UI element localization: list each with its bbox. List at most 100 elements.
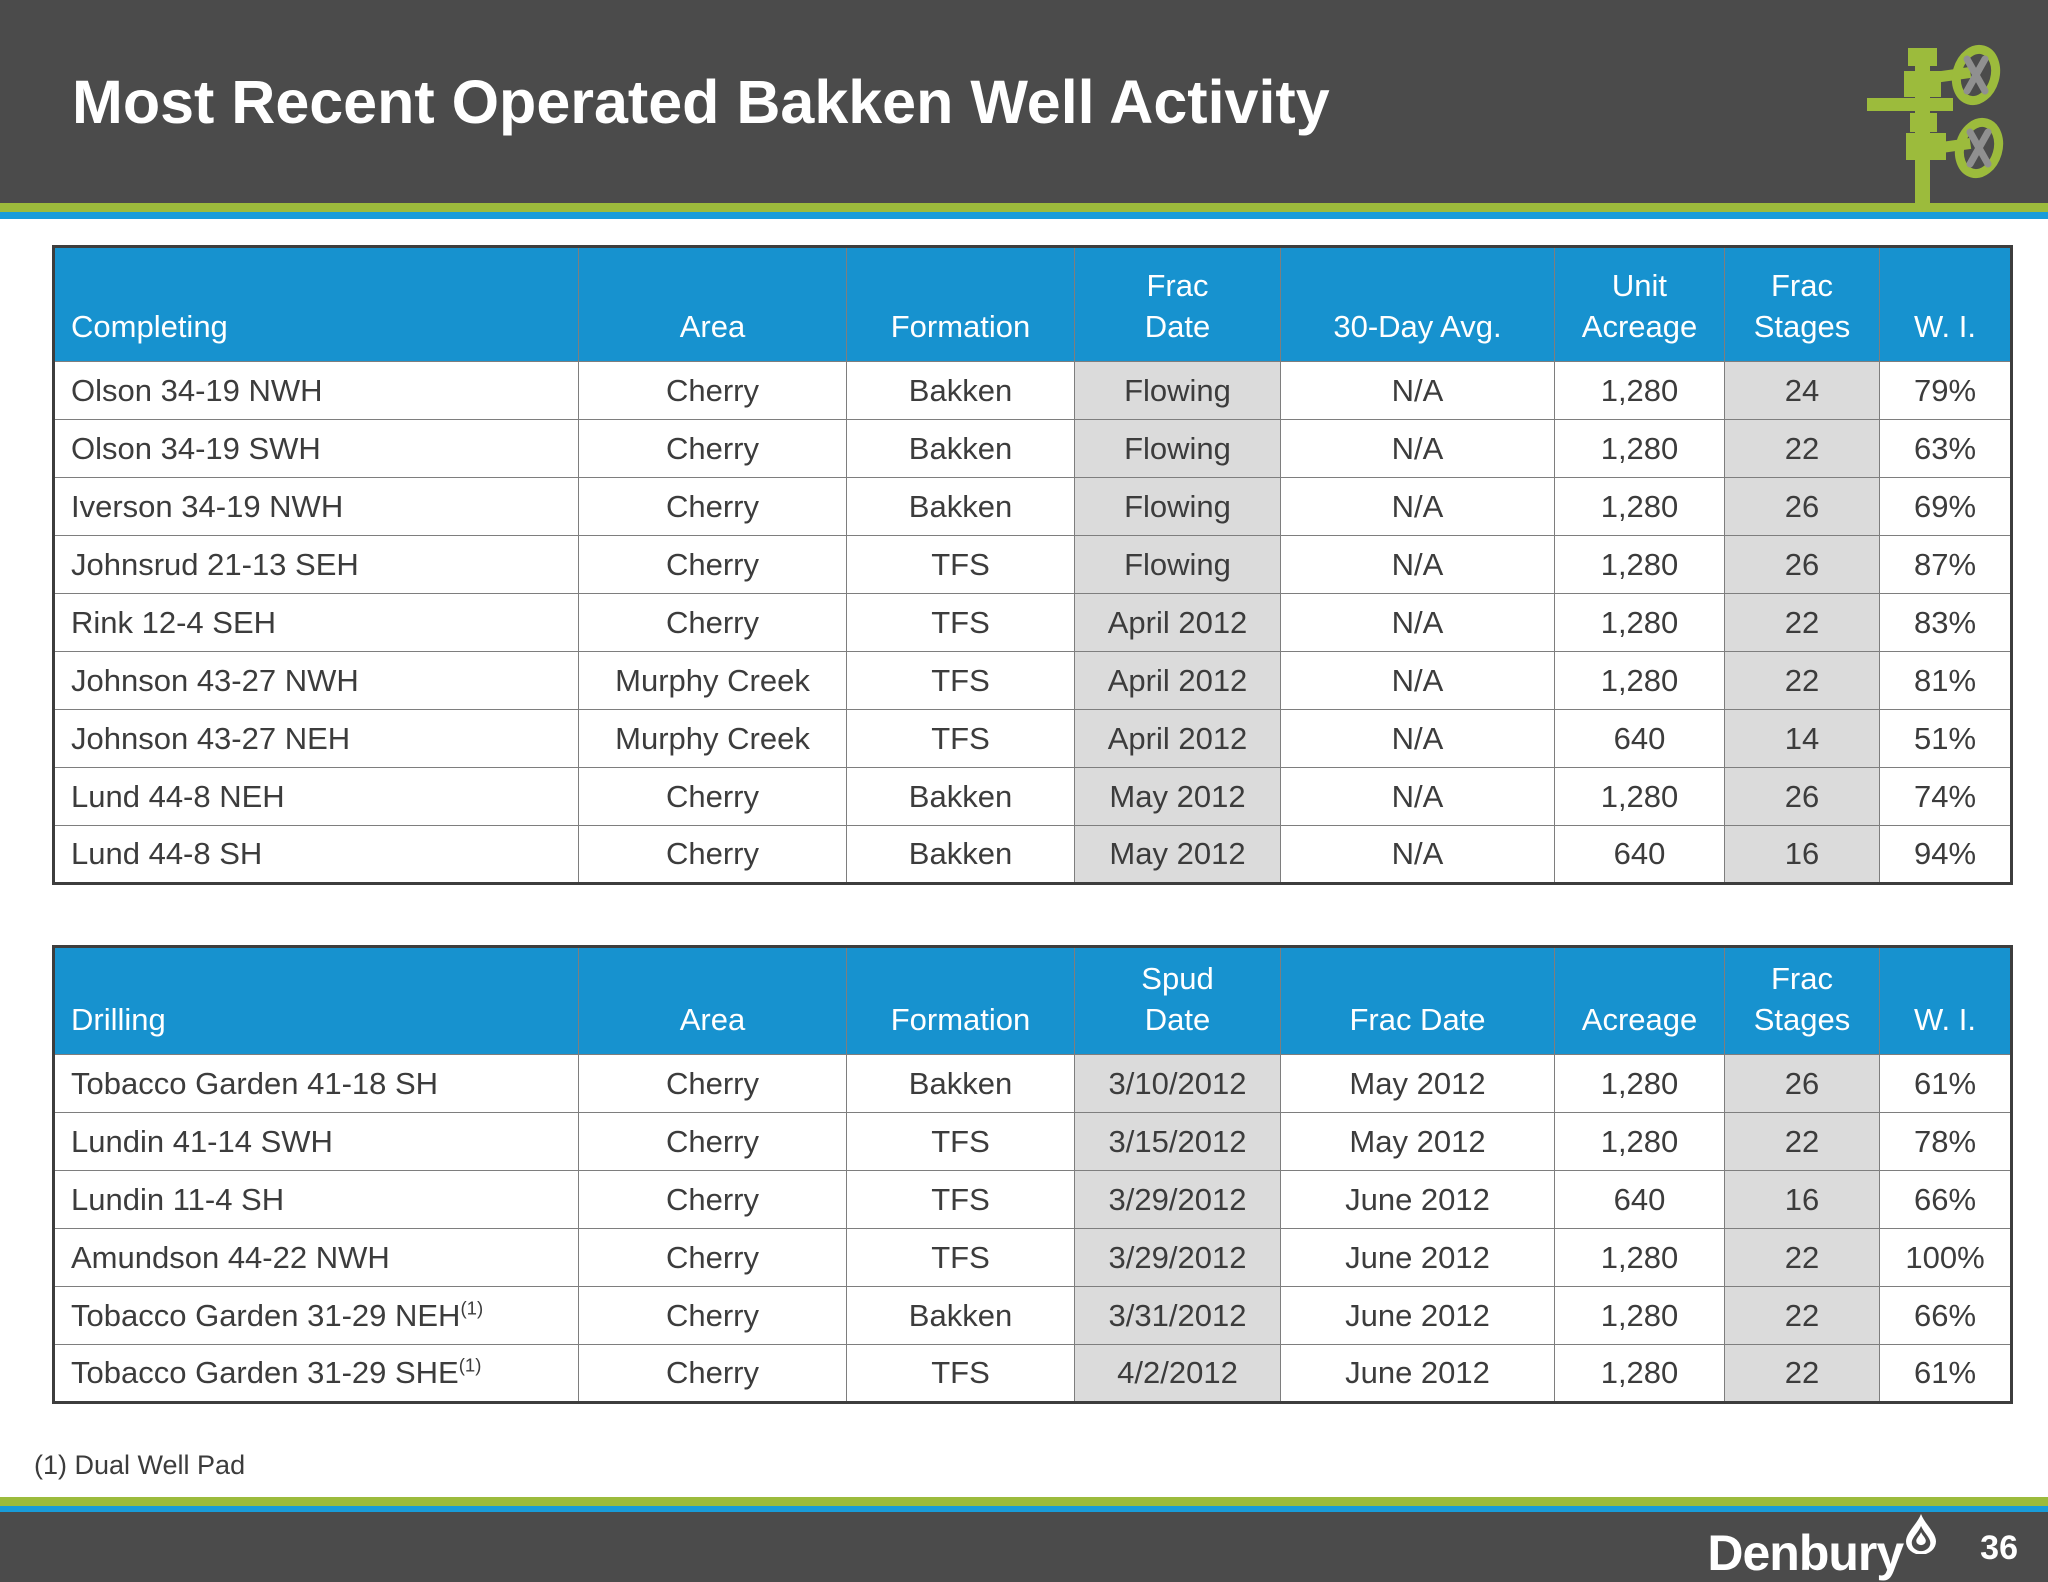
wellhead-valve-icon [1862,2,2012,208]
spud-date: 3/31/2012 [1074,1286,1281,1345]
table-row: Lund 44-8 SH Cherry Bakken May 2012 N/A 640 16… [53,825,2012,884]
table-row: Johnsrud 21-13 SEH Cherry TFS Flowing N/A 1,2… [53,535,2012,594]
area: Cherry [578,767,847,826]
working-interest: 94% [1879,825,2012,884]
30-day-avg: N/A [1280,361,1555,420]
frac-date: May 2012 [1074,825,1281,884]
frac-stages: 26 [1724,477,1880,536]
spud-date: 4/2/2012 [1074,1344,1281,1403]
well-name: Johnson 43-27 NWH [53,651,579,710]
well-name: Johnson 43-27 NEH [53,709,579,768]
frac-stages: 26 [1724,535,1880,594]
well-name: Lund 44-8 NEH [53,767,579,826]
area: Cherry [578,361,847,420]
unit-acreage: 640 [1554,825,1725,884]
formation: TFS [846,1344,1075,1403]
area: Murphy Creek [578,709,847,768]
frac-date: June 2012 [1280,1286,1555,1345]
col-header-frac-stages: Frac Stages [1724,946,1880,1055]
area: Cherry [578,1054,847,1113]
area: Cherry [578,477,847,536]
30-day-avg: N/A [1280,651,1555,710]
table-row: Olson 34-19 NWH Cherry Bakken Flowing N/A 1,2… [53,361,2012,420]
unit-acreage: 1,280 [1554,419,1725,478]
formation: TFS [846,709,1075,768]
frac-date: Flowing [1074,419,1281,478]
drilling-wells-table: Drilling Area Formation Spud Date Frac D… [52,945,2013,1404]
formation: Bakken [846,419,1075,478]
formation: Bakken [846,767,1075,826]
formation: TFS [846,535,1075,594]
frac-date: Flowing [1074,535,1281,594]
30-day-avg: N/A [1280,593,1555,652]
frac-date: Flowing [1074,361,1281,420]
well-name: Johnsrud 21-13 SEH [53,535,579,594]
frac-date: June 2012 [1280,1344,1555,1403]
spud-date: 3/29/2012 [1074,1170,1281,1229]
title-bar: Most Recent Operated Bakken Well Activit… [0,0,2048,203]
col-header-spud-date: Spud Date [1074,946,1281,1055]
formation: Bakken [846,361,1075,420]
frac-stages: 22 [1724,1286,1880,1345]
spud-date: 3/15/2012 [1074,1112,1281,1171]
acreage: 640 [1554,1170,1725,1229]
working-interest: 79% [1879,361,2012,420]
well-name: Tobacco Garden 41-18 SH [53,1054,579,1113]
col-header-area: Area [578,246,847,362]
table-row: Tobacco Garden 31-29 NEH(1) Cherry Bakken 3… [53,1286,2012,1345]
well-name: Lund 44-8 SH [53,825,579,884]
frac-date: May 2012 [1280,1112,1555,1171]
footnote-marker: (1) [460,1297,484,1319]
working-interest: 61% [1879,1054,2012,1113]
area: Cherry [578,535,847,594]
table-row: Tobacco Garden 31-29 SHE(1) Cherry TFS 4/2/… [53,1344,2012,1403]
formation: TFS [846,1228,1075,1287]
frac-date: May 2012 [1074,767,1281,826]
area: Cherry [578,1344,847,1403]
30-day-avg: N/A [1280,535,1555,594]
col-header-30-day-avg: 30-Day Avg. [1280,246,1555,362]
frac-stages: 22 [1724,1344,1880,1403]
frac-date: May 2012 [1280,1054,1555,1113]
area: Cherry [578,825,847,884]
table-row: Lundin 11-4 SH Cherry TFS 3/29/2012 June 201… [53,1170,2012,1229]
unit-acreage: 1,280 [1554,361,1725,420]
acreage: 1,280 [1554,1112,1725,1171]
unit-acreage: 1,280 [1554,535,1725,594]
table-row: Johnson 43-27 NEH Murphy Creek TFS April 20… [53,709,2012,768]
denbury-droplet-icon [1906,1514,1937,1560]
frac-stages: 24 [1724,361,1880,420]
frac-stages: 22 [1724,1228,1880,1287]
footnote-marker: (1) [458,1354,482,1376]
30-day-avg: N/A [1280,709,1555,768]
unit-acreage: 1,280 [1554,477,1725,536]
area: Cherry [578,1112,847,1171]
working-interest: 69% [1879,477,2012,536]
well-name: Olson 34-19 NWH [53,361,579,420]
well-name: Lundin 11-4 SH [53,1170,579,1229]
table-row: Lundin 41-14 SWH Cherry TFS 3/15/2012 May 20… [53,1112,2012,1171]
well-name: Olson 34-19 SWH [53,419,579,478]
30-day-avg: N/A [1280,419,1555,478]
acreage: 1,280 [1554,1228,1725,1287]
working-interest: 81% [1879,651,2012,710]
30-day-avg: N/A [1280,767,1555,826]
unit-acreage: 1,280 [1554,593,1725,652]
formation: TFS [846,1170,1075,1229]
acreage: 1,280 [1554,1054,1725,1113]
working-interest: 61% [1879,1344,2012,1403]
frac-date: June 2012 [1280,1228,1555,1287]
footnote: (1) Dual Well Pad [34,1450,246,1480]
completing-wells-table: Completing Area Formation Frac Date 30-D… [52,245,2013,885]
well-name: Tobacco Garden 31-29 SHE(1) [53,1344,579,1403]
col-header-frac-date: Frac Date [1074,246,1281,362]
col-header-working-interest: W. I. [1879,946,2012,1055]
brand-logo: Denbury [1707,1514,1937,1578]
col-header-frac-stages: Frac Stages [1724,246,1880,362]
well-name: Rink 12-4 SEH [53,593,579,652]
area: Murphy Creek [578,651,847,710]
working-interest: 83% [1879,593,2012,652]
30-day-avg: N/A [1280,477,1555,536]
spud-date: 3/10/2012 [1074,1054,1281,1113]
acreage: 1,280 [1554,1344,1725,1403]
